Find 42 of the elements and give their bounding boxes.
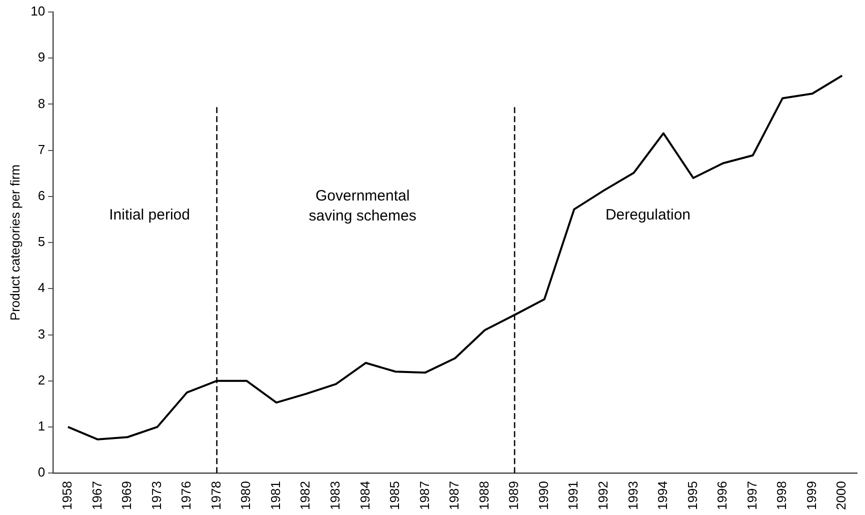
y-tick-label: 9 xyxy=(38,50,46,65)
x-tick-label: 1973 xyxy=(148,481,164,510)
x-tick-label: 1992 xyxy=(595,481,610,510)
y-tick-label: 3 xyxy=(38,326,46,342)
y-tick-label: 5 xyxy=(38,234,46,250)
x-tick-label: 1991 xyxy=(566,481,581,510)
x-tick-label: 1981 xyxy=(268,481,283,510)
y-tick-label: 4 xyxy=(38,280,46,296)
x-tick-label: 1969 xyxy=(119,481,134,510)
x-tick-label: 1983 xyxy=(328,481,343,510)
y-tick-label: 2 xyxy=(38,372,46,388)
y-tick-label: 7 xyxy=(38,142,46,157)
x-tick-label: 1998 xyxy=(774,481,790,510)
x-tick-label: 1980 xyxy=(238,481,254,510)
x-tick-label: 1996 xyxy=(714,481,730,510)
x-tick-label: 1958 xyxy=(60,481,75,510)
x-tick-label: 1989 xyxy=(506,481,522,510)
x-tick-label: 1993 xyxy=(625,481,640,510)
annotation: Initial period xyxy=(109,206,190,224)
y-tick-label: 8 xyxy=(38,96,46,111)
y-tick-label: 1 xyxy=(38,418,46,434)
annotation: Deregulation xyxy=(605,206,691,224)
x-tick-label: 1995 xyxy=(684,481,700,510)
x-tick-label: 1976 xyxy=(178,481,194,510)
x-tick-label: 1982 xyxy=(298,481,313,510)
x-tick-label: 1984 xyxy=(357,481,372,510)
y-axis-title: Product categories per firm xyxy=(7,164,22,321)
x-tick-label: 1990 xyxy=(536,481,551,510)
x-tick-label: 1987 xyxy=(446,481,462,510)
x-tick-label: 1985 xyxy=(387,481,402,510)
annotation: Governmental saving schemes xyxy=(308,187,416,224)
x-tick-label: 1988 xyxy=(476,481,492,510)
y-tick-label: 6 xyxy=(38,188,46,204)
y-tick-label: 10 xyxy=(30,4,46,19)
y-tick-label: 0 xyxy=(38,464,46,480)
x-tick-label: 1978 xyxy=(208,481,224,510)
x-tick-label: 1967 xyxy=(89,481,104,510)
x-tick-label: 2000 xyxy=(834,481,849,510)
x-tick-label: 1997 xyxy=(744,481,760,510)
x-tick-label: 1999 xyxy=(804,481,819,510)
x-tick-label: 1987 xyxy=(416,481,432,510)
x-tick-label: 1994 xyxy=(655,481,670,510)
